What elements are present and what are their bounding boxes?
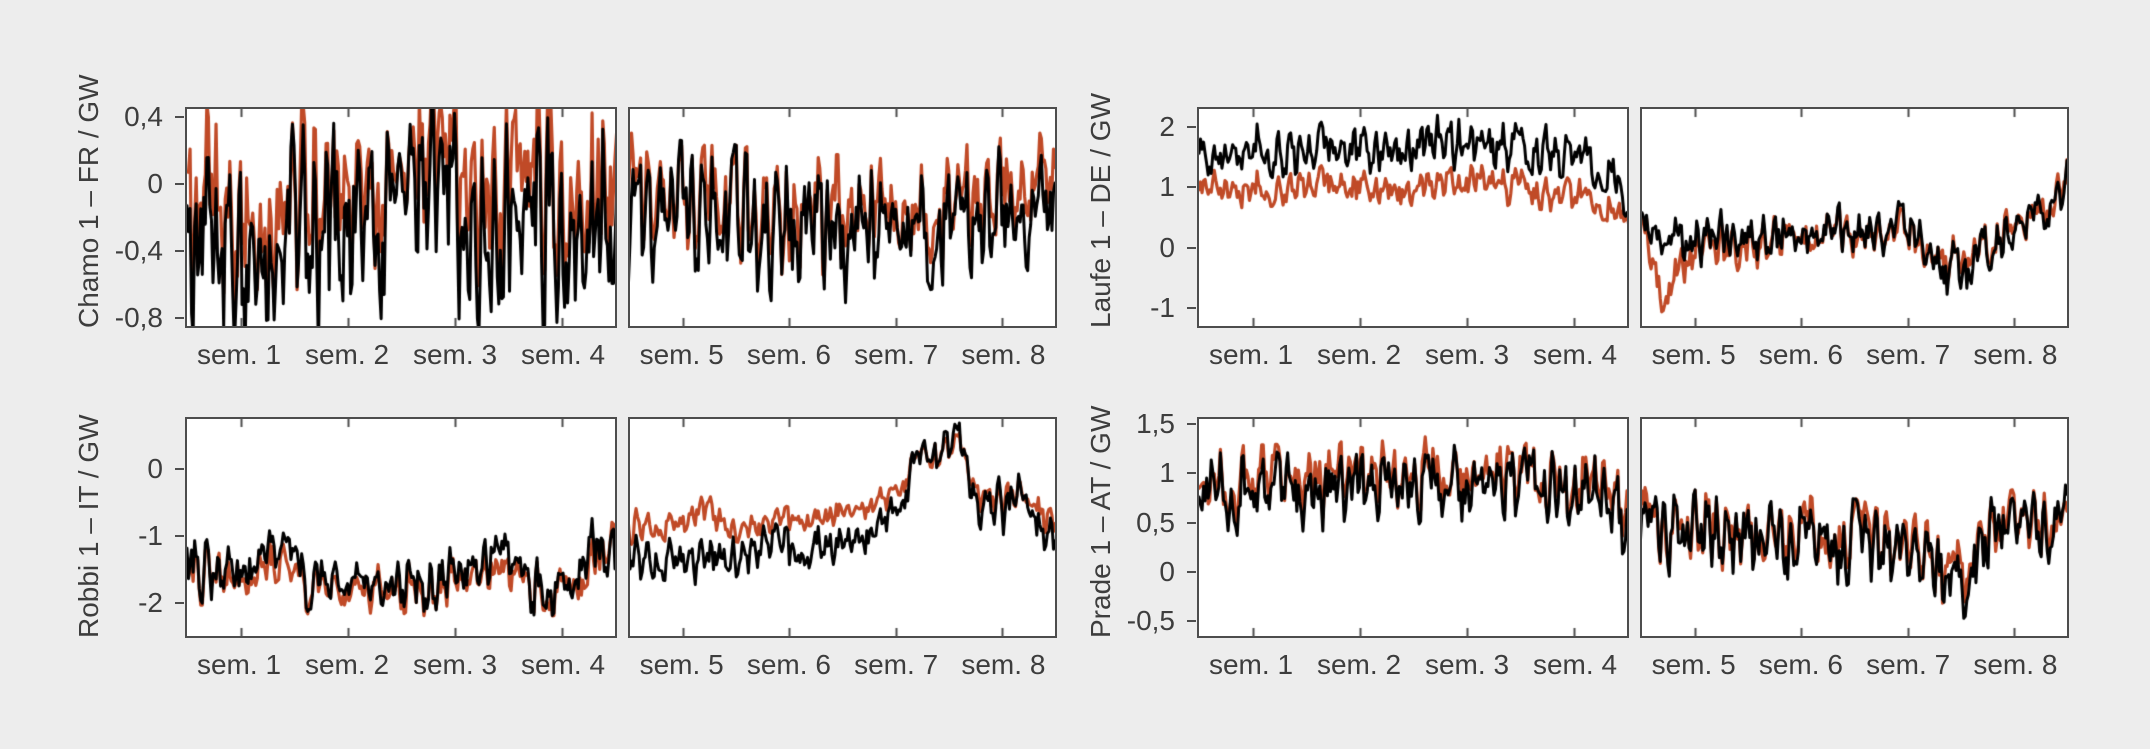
x-tick-label: sem. 4 — [520, 339, 606, 370]
y-tick-mark — [175, 116, 184, 119]
x-tick-label: sem. 8 — [1973, 339, 2058, 370]
series-plot-canvas — [630, 109, 1055, 326]
x-tick-label: sem. 3 — [412, 649, 498, 680]
y-tick-label: 1 — [1159, 171, 1175, 203]
x-tick-label: sem. 8 — [961, 339, 1046, 370]
y-tick-mark — [175, 534, 184, 537]
y-tick-label: 0 — [1159, 555, 1175, 587]
axes-panel-weeks-1-4 — [185, 417, 617, 638]
y-tick-mark — [1187, 186, 1196, 189]
y-tick-label: 0,5 — [1136, 506, 1175, 538]
y-tick-label: 0 — [1159, 231, 1175, 263]
axes-panel-weeks-5-8 — [1640, 107, 2069, 328]
axes-panel-weeks-5-8 — [1640, 417, 2069, 638]
axes-panel-weeks-5-8 — [628, 417, 1057, 638]
y-tick-mark — [1187, 620, 1196, 623]
y-tick-mark — [1187, 126, 1196, 129]
x-tick-label: sem. 1 — [1208, 649, 1294, 680]
y-tick-label: 1 — [1159, 457, 1175, 489]
y-tick-label: -2 — [138, 586, 163, 618]
y-tick-mark — [1187, 472, 1196, 475]
x-tick-label: sem. 1 — [196, 339, 282, 370]
y-tick-mark — [1187, 246, 1196, 249]
x-tick-label: sem. 1 — [196, 649, 282, 680]
series-plot-canvas — [187, 419, 615, 636]
y-tick-mark — [175, 316, 184, 319]
x-tick-label: sem. 1 — [1208, 339, 1294, 370]
x-tick-label: sem. 2 — [304, 339, 390, 370]
y-tick-mark — [1187, 422, 1196, 425]
x-tick-label: sem. 8 — [961, 649, 1046, 680]
x-tick-label: sem. 2 — [304, 649, 390, 680]
x-tick-label: sem. 7 — [854, 649, 939, 680]
x-tick-label: sem. 3 — [412, 339, 498, 370]
y-tick-label: -0,5 — [1126, 605, 1175, 637]
y-tick-mark — [175, 468, 184, 471]
y-tick-mark — [1187, 570, 1196, 573]
y-tick-mark — [1187, 306, 1196, 309]
y-tick-mark — [1187, 521, 1196, 524]
axes-panel-weeks-5-8 — [628, 107, 1057, 328]
x-tick-label: sem. 7 — [854, 339, 939, 370]
x-tick-label: sem. 6 — [746, 339, 831, 370]
x-tick-label: sem. 6 — [1758, 339, 1843, 370]
x-tick-label: sem. 4 — [520, 649, 606, 680]
y-axis-label: Chamo 1 – FR / GW — [73, 74, 104, 328]
y-tick-mark — [175, 183, 184, 186]
y-tick-label: -1 — [1150, 291, 1175, 323]
y-tick-mark — [175, 249, 184, 252]
y-tick-label: 0,4 — [124, 101, 163, 133]
y-tick-label: -0,8 — [114, 301, 163, 333]
y-tick-label: -0,4 — [114, 234, 163, 266]
x-tick-label: sem. 5 — [639, 339, 724, 370]
x-tick-label: sem. 5 — [1651, 649, 1736, 680]
x-tick-label: sem. 8 — [1973, 649, 2058, 680]
series-plot-canvas — [187, 109, 615, 326]
y-tick-label: 2 — [1159, 111, 1175, 143]
x-tick-label: sem. 4 — [1532, 339, 1618, 370]
axes-panel-weeks-1-4 — [1197, 417, 1629, 638]
x-tick-label: sem. 5 — [639, 649, 724, 680]
x-tick-label: sem. 2 — [1316, 649, 1402, 680]
x-tick-label: sem. 3 — [1424, 649, 1510, 680]
y-tick-label: 0 — [147, 168, 163, 200]
axes-panel-weeks-1-4 — [185, 107, 617, 328]
series-plot-canvas — [1642, 109, 2067, 326]
y-tick-label: 0 — [147, 453, 163, 485]
axes-panel-weeks-1-4 — [1197, 107, 1629, 328]
x-tick-label: sem. 4 — [1532, 649, 1618, 680]
x-tick-label: sem. 6 — [746, 649, 831, 680]
x-tick-label: sem. 6 — [1758, 649, 1843, 680]
x-tick-label: sem. 2 — [1316, 339, 1402, 370]
series-plot-canvas — [1199, 109, 1627, 326]
x-tick-label: sem. 5 — [1651, 339, 1736, 370]
series-plot-canvas — [1642, 419, 2067, 636]
series-plot-canvas — [630, 419, 1055, 636]
y-tick-mark — [175, 601, 184, 604]
x-tick-label: sem. 7 — [1866, 649, 1951, 680]
y-tick-label: 1,5 — [1136, 407, 1175, 439]
y-tick-label: -1 — [138, 519, 163, 551]
series-plot-canvas — [1199, 419, 1627, 636]
x-tick-label: sem. 7 — [1866, 339, 1951, 370]
x-tick-label: sem. 3 — [1424, 339, 1510, 370]
